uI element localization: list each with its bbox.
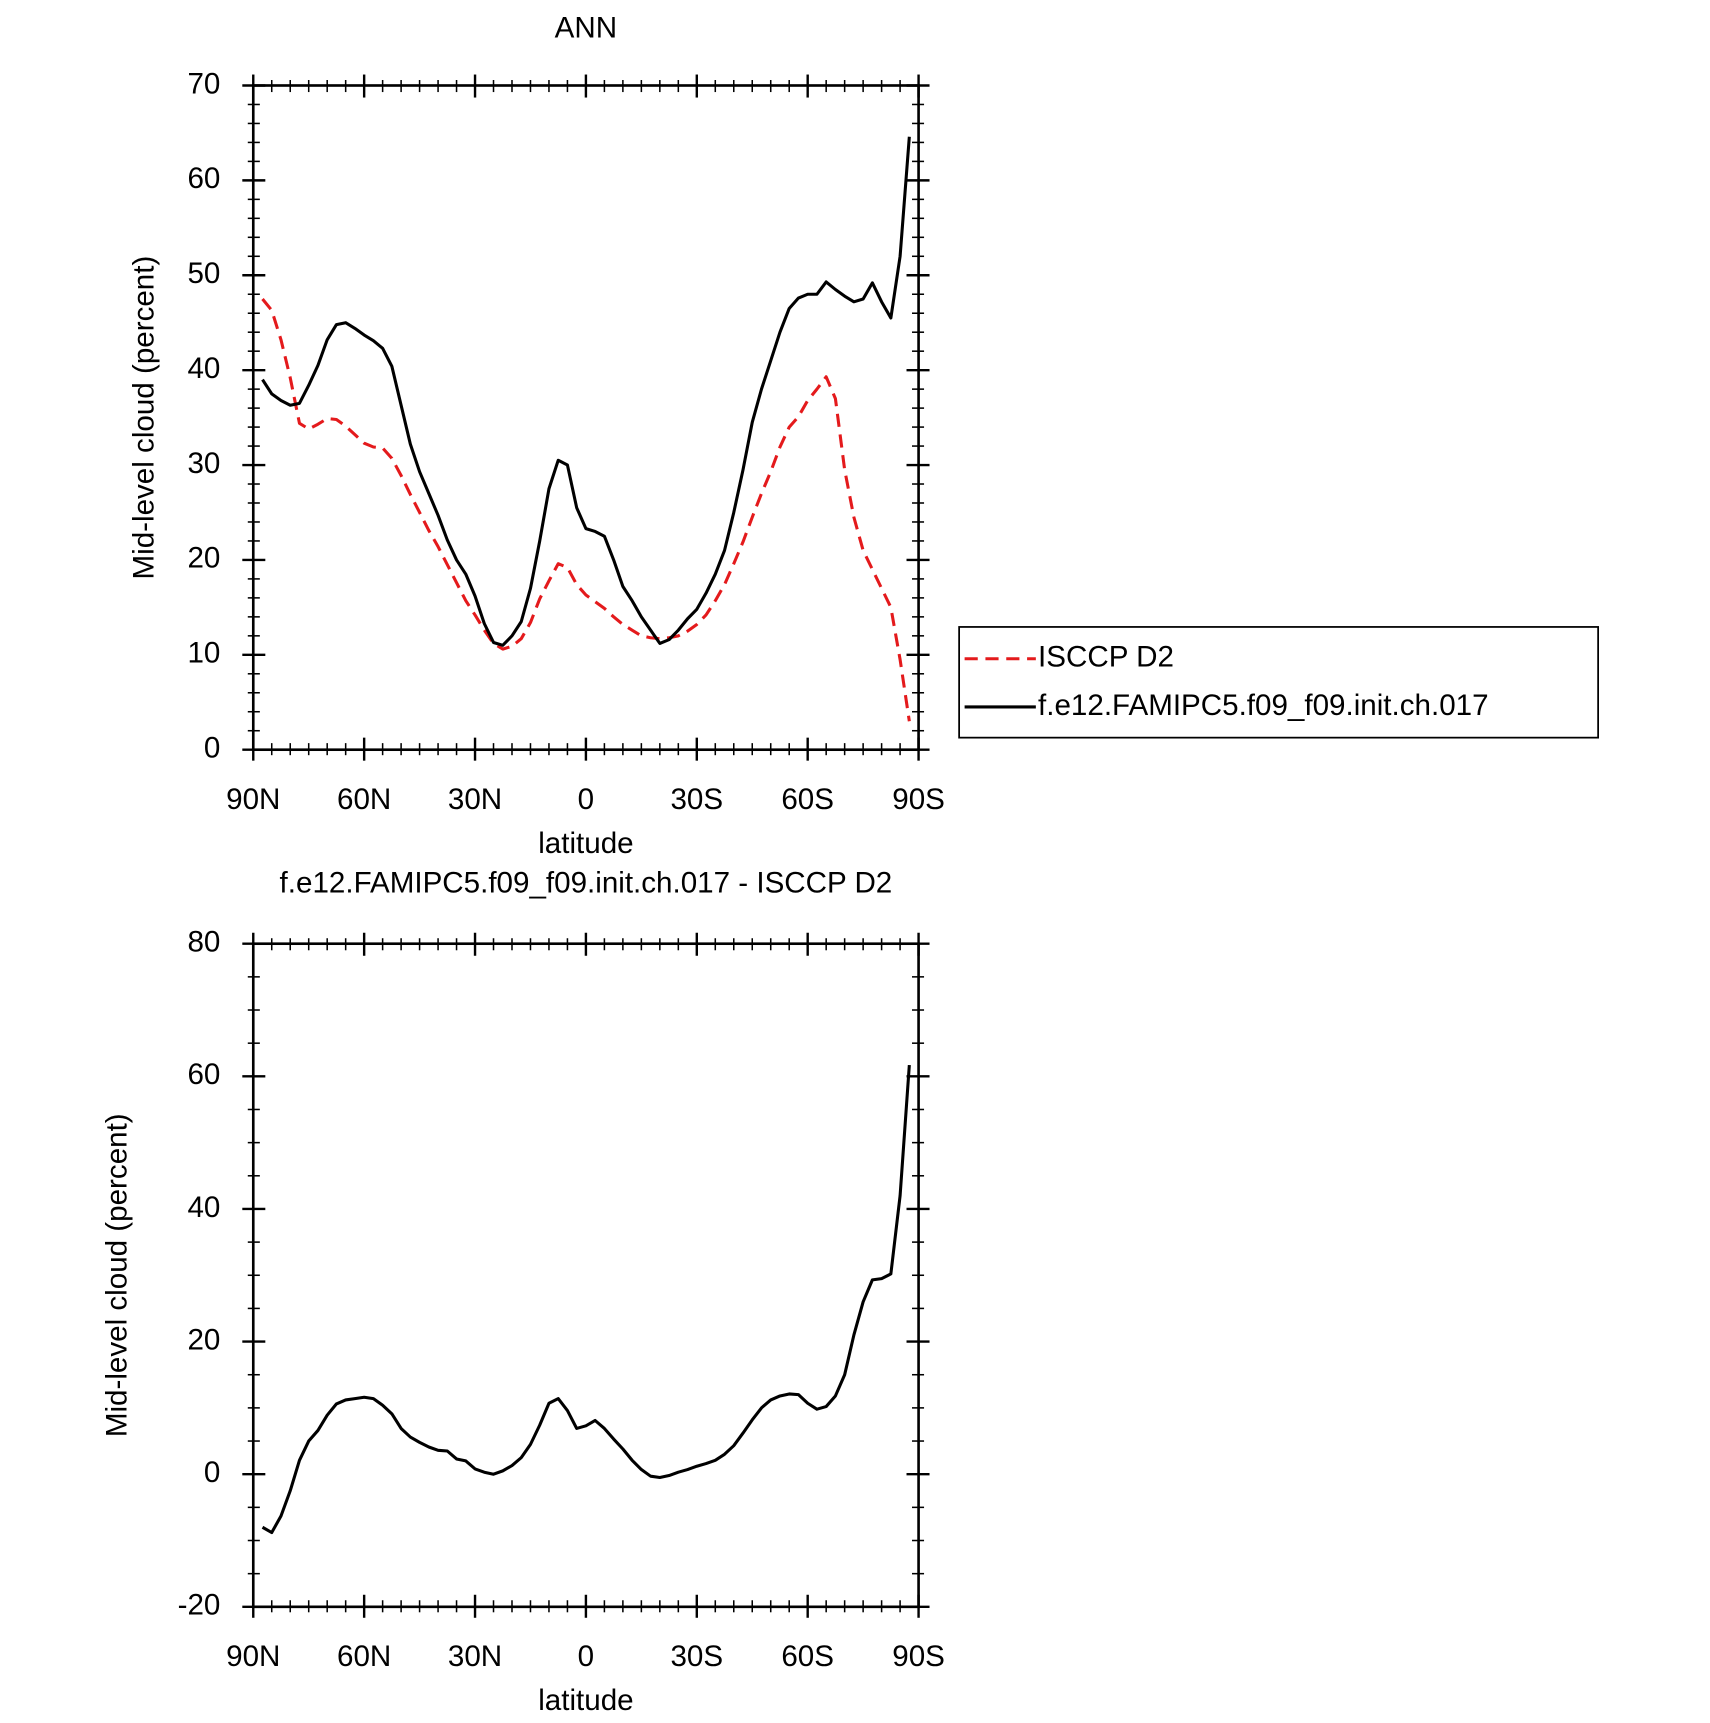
- y-tick-label: 0: [204, 732, 220, 765]
- y-tick-label: 50: [187, 257, 220, 290]
- x-axis-label: latitude: [538, 1684, 633, 1717]
- y-tick-label: 70: [187, 67, 220, 100]
- series-line: [261, 298, 911, 722]
- legend-label: f.e12.FAMIPC5.f09_f09.init.ch.017: [1038, 689, 1489, 722]
- y-axis-label: Mid-level cloud (percent): [128, 256, 161, 580]
- y-tick-label: 30: [187, 447, 220, 480]
- x-tick-label: 90S: [892, 1640, 945, 1673]
- chart-title: ANN: [555, 11, 617, 44]
- y-tick-label: -20: [178, 1589, 221, 1622]
- series-line: [261, 1064, 911, 1535]
- y-tick-label: 40: [187, 352, 220, 385]
- y-tick-label: 10: [187, 637, 220, 670]
- y-tick-label: 60: [187, 162, 220, 195]
- y-tick-label: 0: [204, 1456, 220, 1489]
- y-tick-label: 40: [187, 1191, 220, 1224]
- x-tick-label: 60N: [337, 783, 391, 816]
- plot-frame: [251, 84, 920, 752]
- x-tick-label: 0: [578, 783, 594, 816]
- legend-label: ISCCP D2: [1038, 641, 1174, 674]
- x-tick-label: 60S: [781, 783, 834, 816]
- legend-box: [958, 626, 1600, 739]
- x-tick-label: 60S: [781, 1640, 834, 1673]
- y-tick-label: 20: [187, 1323, 220, 1356]
- series-line: [261, 136, 911, 647]
- x-tick-label: 30S: [670, 783, 723, 816]
- x-tick-label: 60N: [337, 1640, 391, 1673]
- x-tick-label: 30N: [448, 783, 502, 816]
- x-tick-label: 30N: [448, 1640, 502, 1673]
- plot-frame: [251, 942, 920, 1609]
- x-tick-label: 90S: [892, 783, 945, 816]
- chart-title: f.e12.FAMIPC5.f09_f09.init.ch.017 - ISCC…: [280, 866, 893, 899]
- y-tick-label: 60: [187, 1058, 220, 1091]
- x-axis-label: latitude: [538, 827, 633, 860]
- x-tick-label: 90N: [226, 783, 280, 816]
- y-axis-label: Mid-level cloud (percent): [100, 1113, 133, 1437]
- x-tick-label: 0: [578, 1640, 594, 1673]
- y-tick-label: 20: [187, 542, 220, 575]
- y-tick-label: 80: [187, 926, 220, 959]
- x-tick-label: 90N: [226, 1640, 280, 1673]
- x-tick-label: 30S: [670, 1640, 723, 1673]
